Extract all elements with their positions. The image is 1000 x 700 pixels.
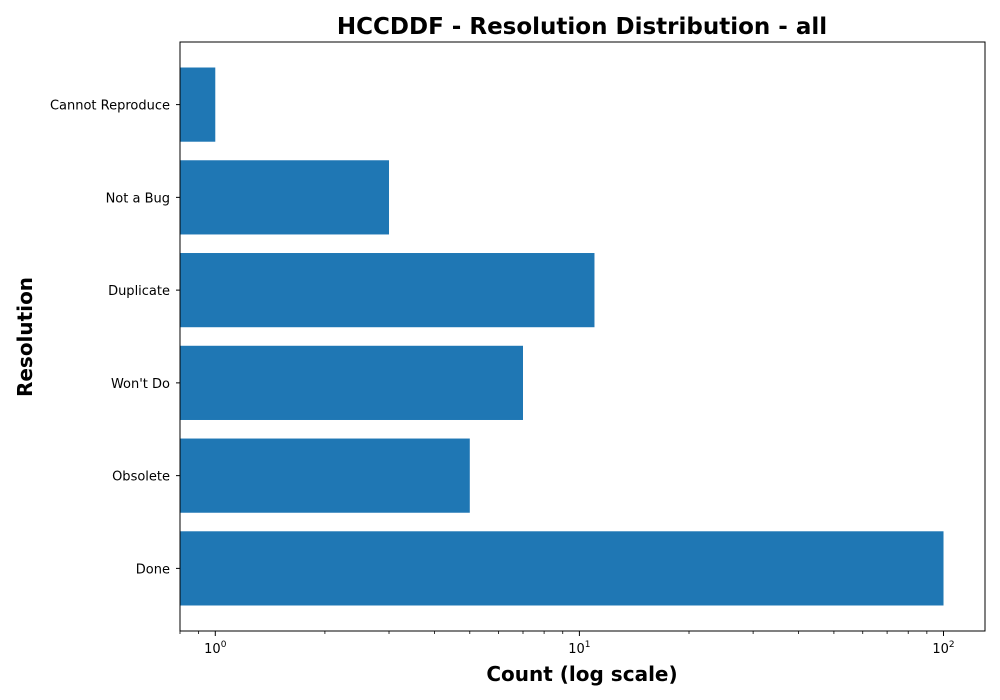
bar — [180, 160, 390, 235]
chart-title: HCCDDF - Resolution Distribution - all — [337, 14, 827, 40]
y-axis-ticks: Cannot Reproduce Not a Bug Duplicate Won't … — [50, 99, 180, 577]
bar — [180, 438, 470, 513]
bar — [180, 345, 523, 420]
x-axis-ticks: 100 101 102 — [179, 631, 955, 657]
x-tick-label: 102 — [932, 640, 954, 657]
y-tick-label: Cannot Reproduce — [50, 99, 170, 114]
bar — [180, 253, 595, 328]
y-tick-label: Done — [136, 562, 170, 577]
y-tick-label: Won't Do — [111, 377, 170, 392]
bar — [180, 67, 216, 142]
y-axis-label: Resolution — [13, 277, 37, 397]
y-tick-label: Duplicate — [108, 284, 170, 299]
x-tick-label: 100 — [204, 640, 227, 657]
y-tick-label: Not a Bug — [106, 191, 170, 206]
bar — [180, 531, 944, 606]
x-axis-label: Count (log scale) — [486, 662, 677, 686]
x-tick-label: 101 — [568, 640, 590, 657]
plot-frame — [179, 41, 986, 632]
y-tick-label: Obsolete — [112, 470, 170, 485]
bars-group — [180, 67, 944, 606]
